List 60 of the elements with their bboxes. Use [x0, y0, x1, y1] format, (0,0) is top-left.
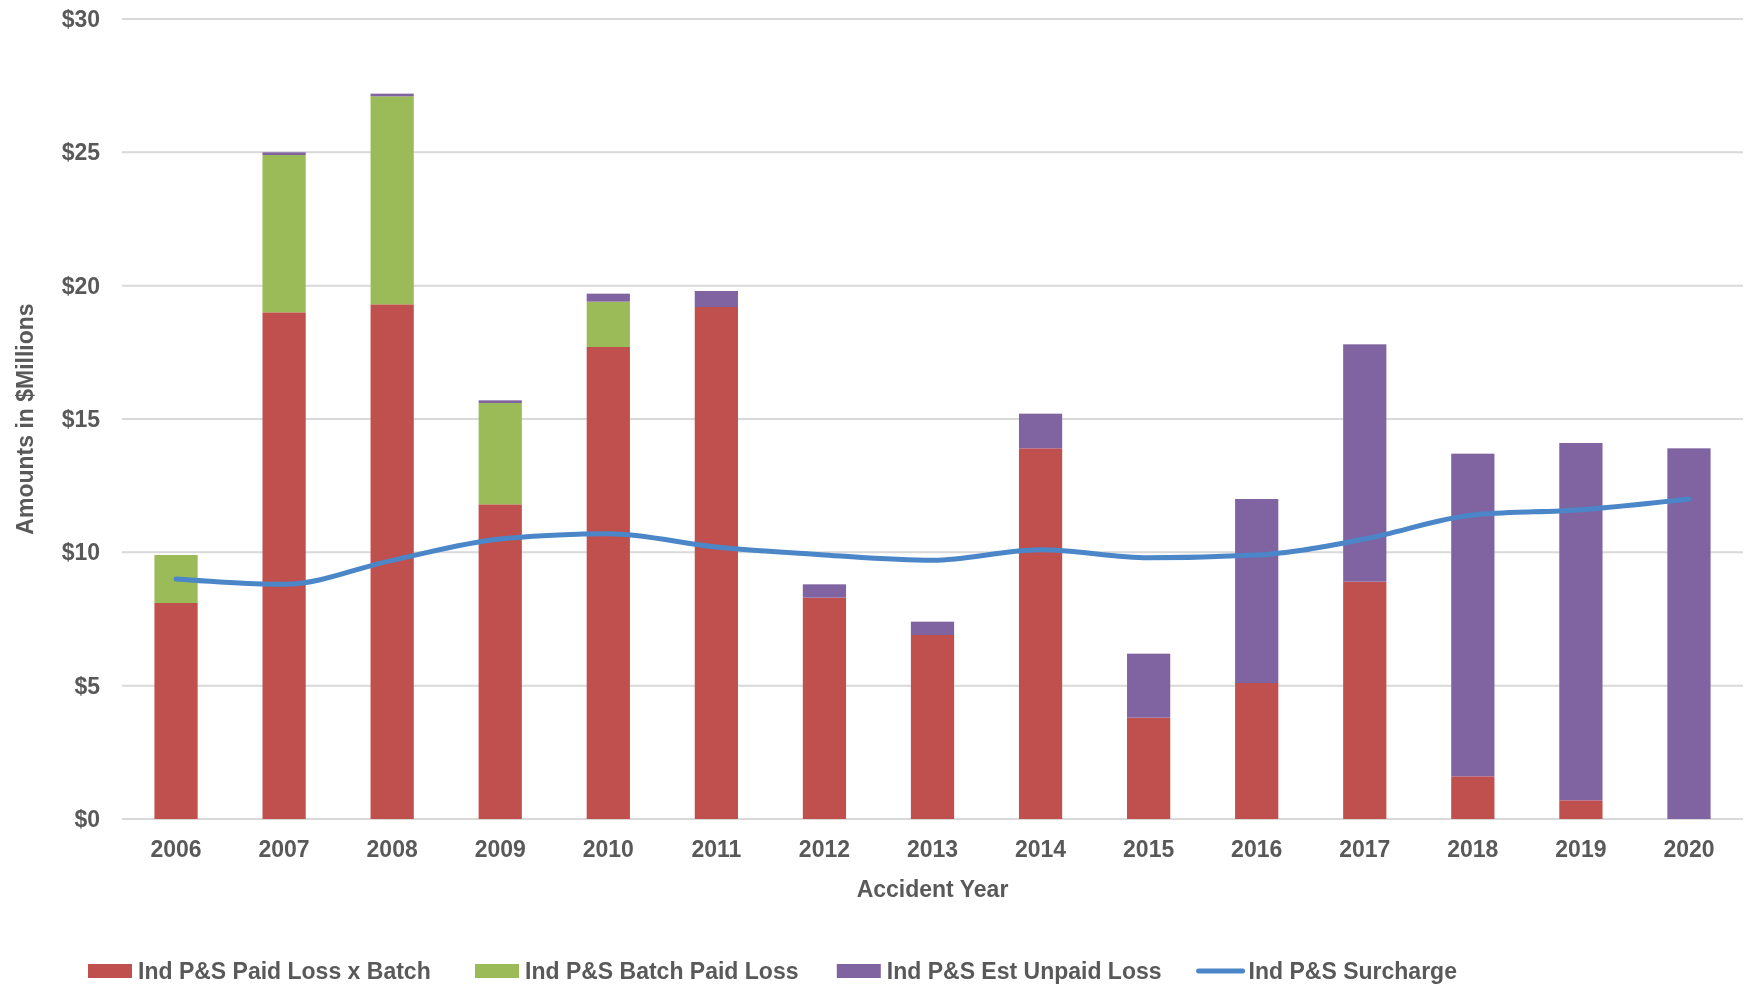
y-tick-label: $15: [61, 406, 101, 433]
x-tick-label: 2010: [582, 836, 634, 862]
bar: [1451, 453, 1495, 777]
bar: [154, 603, 198, 819]
legend-label: Ind P&S Batch Paid Loss: [525, 958, 799, 985]
bar: [1235, 683, 1279, 819]
y-tick-label: $0: [74, 806, 100, 833]
bar: [910, 635, 955, 819]
x-tick-label: 2008: [366, 836, 418, 862]
bar: [1451, 776, 1495, 819]
bar: [586, 347, 630, 819]
x-tick-label: 2012: [798, 836, 851, 862]
legend-label: Ind P&S Paid Loss x Batch: [138, 958, 431, 985]
bar: [1127, 717, 1171, 819]
y-tick-label: $30: [61, 6, 100, 33]
x-tick-label: 2018: [1447, 836, 1499, 862]
bar: [1667, 448, 1711, 819]
x-tick-label: 2017: [1339, 836, 1391, 862]
bar: [1559, 443, 1603, 801]
bar: [370, 96, 414, 305]
legend-label: Ind P&S Surcharge: [1248, 958, 1457, 985]
y-tick-label: $10: [61, 539, 100, 566]
bar: [910, 621, 955, 635]
bar: [802, 584, 847, 598]
x-axis-title: Accident Year: [856, 876, 1009, 902]
bar: [1127, 653, 1171, 718]
y-tick-label: $25: [61, 139, 101, 166]
bar: [802, 597, 847, 819]
bar: [262, 155, 306, 313]
bar: [586, 301, 630, 347]
bar: [370, 304, 414, 819]
bar: [1235, 499, 1279, 683]
y-tick-label: $5: [74, 672, 101, 699]
bar: [1018, 448, 1063, 819]
x-tick-label: 2016: [1231, 836, 1283, 862]
bar: [694, 291, 738, 307]
x-tick-label: 2015: [1123, 836, 1175, 862]
bar: [262, 152, 306, 155]
bar: [1018, 413, 1063, 449]
x-tick-label: 2007: [258, 836, 310, 862]
x-tick-label: 2011: [691, 836, 742, 862]
bar: [154, 555, 198, 603]
x-tick-label: 2009: [474, 836, 526, 862]
bar: [586, 293, 630, 302]
x-tick-label: 2020: [1663, 836, 1715, 862]
bar: [1343, 344, 1387, 582]
bar: [478, 504, 522, 819]
x-tick-label: 2014: [1014, 836, 1067, 862]
x-tick-label: 2006: [150, 836, 202, 862]
x-tick-label: 2013: [906, 836, 959, 862]
bar: [478, 403, 522, 505]
bar: [262, 312, 306, 819]
bar: [1343, 581, 1387, 819]
bar: [694, 307, 738, 819]
x-tick-label: 2019: [1555, 836, 1607, 862]
legend-label: Ind P&S Est Unpaid Loss: [886, 958, 1162, 985]
bar: [478, 400, 522, 403]
bar: [1559, 800, 1603, 819]
y-axis-title: Amounts in $Millions: [12, 303, 38, 535]
y-tick-label: $20: [61, 272, 100, 299]
